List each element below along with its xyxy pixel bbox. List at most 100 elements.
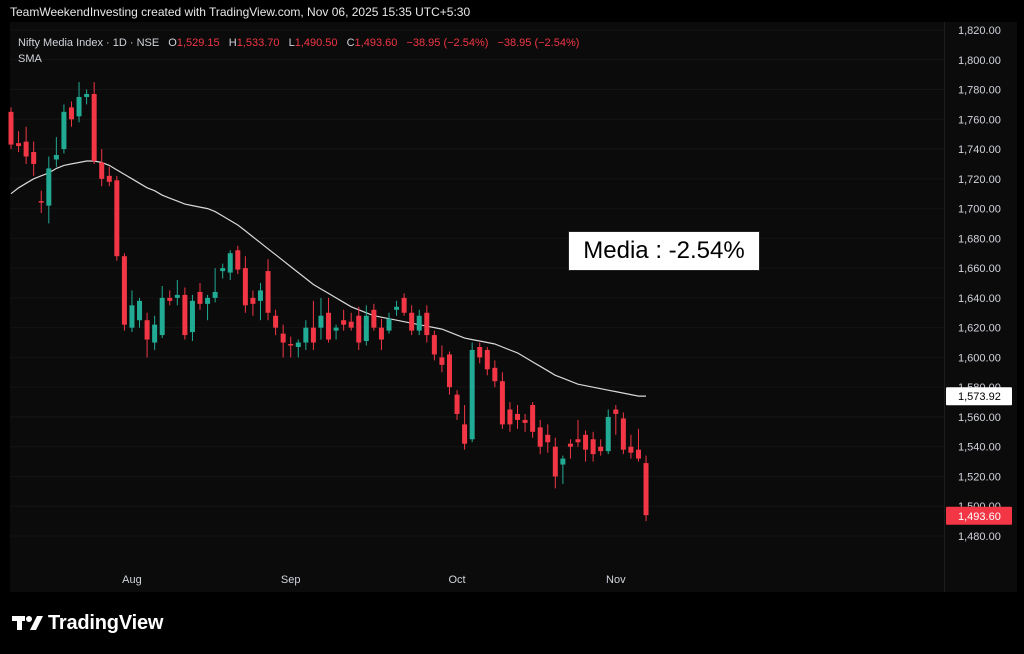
- candle-body: [371, 309, 377, 328]
- candle-body: [61, 111, 67, 150]
- candle-body: [46, 168, 52, 206]
- y-tick-label: 1,560.00: [958, 412, 1001, 424]
- candle-body: [174, 294, 180, 298]
- candle-body: [227, 253, 233, 273]
- sma-indicator-label[interactable]: SMA: [18, 53, 42, 65]
- candle-body: [53, 155, 59, 160]
- candle-body: [197, 291, 203, 304]
- candle-body: [598, 446, 604, 452]
- candle-body: [499, 381, 505, 425]
- candle-body: [363, 315, 369, 342]
- high-value: 1,533.70: [236, 37, 280, 49]
- y-tick-label: 1,640.00: [958, 293, 1001, 305]
- candle-body: [220, 268, 226, 272]
- low-label: L: [288, 37, 295, 49]
- candle-body: [552, 446, 558, 477]
- candle-body: [76, 96, 82, 117]
- y-tick-label: 1,680.00: [958, 233, 1001, 245]
- open-label: O: [168, 37, 177, 49]
- candle-body: [560, 458, 566, 465]
- candle-body: [590, 439, 596, 455]
- candle-body: [431, 335, 437, 355]
- candle-body: [386, 318, 392, 331]
- candle-body: [643, 463, 649, 516]
- candle-body: [530, 405, 536, 432]
- sma-price-label: 1,573.92: [958, 391, 1001, 403]
- candle-body: [144, 320, 150, 340]
- candle-body: [469, 349, 475, 440]
- candle-body: [99, 162, 105, 179]
- candle-body: [310, 327, 316, 343]
- candle-body: [605, 416, 611, 452]
- y-tick-label: 1,480.00: [958, 531, 1001, 543]
- candle-body: [515, 413, 521, 420]
- x-tick-label: Oct: [448, 574, 465, 586]
- candle-body: [265, 271, 271, 313]
- candle-body: [635, 449, 641, 459]
- price-axis[interactable]: [944, 22, 1017, 592]
- x-tick-label: Aug: [122, 574, 142, 586]
- candle-body: [257, 290, 263, 301]
- candle-body: [273, 315, 279, 328]
- header-bar: TeamWeekendInvesting created with Tradin…: [0, 0, 1024, 22]
- candle-body: [303, 327, 309, 343]
- candle-body: [242, 268, 248, 306]
- candle-body: [477, 346, 483, 358]
- high-label: H: [228, 37, 237, 49]
- y-tick-label: 1,540.00: [958, 442, 1001, 454]
- annotation-box: Media : -2.54%: [568, 231, 760, 271]
- y-tick-label: 1,620.00: [958, 323, 1001, 335]
- change-value-2: −38.95 (−2.54%): [497, 37, 580, 49]
- sma-line: [10, 160, 646, 397]
- y-tick-label: 1,660.00: [958, 263, 1001, 275]
- close-label: C: [346, 37, 355, 49]
- footer: [0, 592, 1024, 654]
- candle-body: [394, 306, 400, 310]
- candle-body: [416, 315, 422, 331]
- symbol-legend: Nifty Media Index · 1D · NSE O1,529.15 H…: [18, 37, 579, 49]
- candle-body: [484, 349, 490, 370]
- candle-body: [575, 439, 581, 443]
- y-tick-label: 1,760.00: [958, 114, 1001, 126]
- candle-body: [424, 312, 430, 336]
- candle-body: [295, 342, 301, 347]
- candle-body: [205, 297, 211, 304]
- candle-body: [583, 434, 589, 450]
- y-tick-label: 1,600.00: [958, 352, 1001, 364]
- brand: TradingView: [12, 612, 163, 635]
- tradingview-logo-icon: [12, 613, 44, 635]
- candle-body: [409, 312, 415, 331]
- candle-body: [23, 141, 29, 157]
- symbol-name: Nifty Media Index · 1D · NSE: [18, 37, 160, 49]
- candle-body: [68, 107, 74, 120]
- y-tick-label: 1,720.00: [958, 174, 1001, 186]
- y-tick-label: 1,820.00: [958, 25, 1001, 37]
- candle-body: [545, 434, 551, 443]
- candle-body: [446, 354, 452, 388]
- candle-body: [522, 419, 528, 423]
- candle-body: [182, 294, 188, 336]
- last-price-label: 1,493.60: [958, 511, 1001, 523]
- candle-body: [189, 300, 195, 333]
- candle-body: [152, 324, 158, 343]
- candle-body: [31, 152, 37, 164]
- candle-body: [129, 305, 135, 328]
- y-tick-label: 1,780.00: [958, 85, 1001, 97]
- brand-name: TradingView: [48, 612, 164, 634]
- candle-body: [462, 424, 468, 444]
- candle-body: [348, 321, 354, 328]
- change-value: −38.95 (−2.54%): [406, 37, 489, 49]
- chart-panel[interactable]: [10, 22, 944, 592]
- candle-body: [121, 256, 127, 325]
- candle-body: [378, 327, 384, 340]
- low-value: 1,490.50: [294, 37, 338, 49]
- candle-body: [16, 143, 22, 147]
- y-tick-label: 1,800.00: [958, 55, 1001, 67]
- candle-body: [333, 327, 339, 331]
- candle-body: [620, 418, 626, 450]
- candle-body: [356, 315, 362, 343]
- x-tick-label: Nov: [606, 574, 626, 586]
- last-price-tag: [946, 506, 1012, 525]
- candle-body: [492, 367, 498, 382]
